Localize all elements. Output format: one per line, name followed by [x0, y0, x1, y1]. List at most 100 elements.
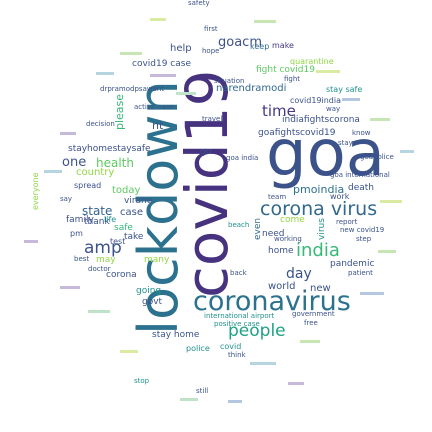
filler-mark	[176, 92, 196, 95]
word-home: home	[268, 246, 294, 256]
filler-mark	[316, 70, 340, 73]
filler-mark	[180, 398, 198, 401]
word-case: case	[120, 207, 143, 218]
word-pm: pm	[70, 229, 83, 238]
word-beach: beach	[228, 221, 250, 229]
word-govt: govt	[142, 297, 163, 307]
word-stay: stay	[338, 139, 353, 147]
word-travel: travel	[202, 115, 223, 123]
word-please: please	[113, 93, 126, 130]
word-say: say	[60, 195, 73, 203]
word-pmoindia: pmoindia	[293, 183, 345, 196]
word-goa-international: goa international	[330, 171, 390, 179]
word-help: help	[170, 43, 192, 54]
word-go: go	[200, 147, 212, 157]
filler-mark	[120, 52, 142, 55]
filler-mark	[342, 98, 360, 101]
word-working: working	[274, 235, 302, 243]
word-step: step	[356, 235, 372, 243]
word-fight: fight	[284, 75, 301, 83]
filler-mark	[378, 250, 396, 253]
filler-mark	[380, 200, 402, 203]
word-free: free	[304, 319, 318, 327]
filler-mark	[250, 362, 276, 365]
filler-mark	[24, 240, 38, 243]
word-may: may	[96, 255, 116, 265]
word-going: going	[136, 286, 162, 296]
word-nt: nt	[152, 119, 164, 132]
word-still: still	[196, 387, 209, 395]
word-drpramodpsawant: drpramodpsawant	[100, 85, 165, 93]
word-doctor: doctor	[88, 265, 111, 273]
word-safe: safe	[114, 223, 133, 233]
word-everyone: everyone	[31, 172, 40, 211]
word-patient: patient	[348, 269, 373, 277]
filler-mark	[228, 400, 242, 403]
word-indiafightscorona: indiafightscorona	[282, 115, 360, 125]
filler-mark	[400, 150, 414, 153]
word-day: day	[286, 266, 312, 282]
word-even: even	[253, 217, 263, 240]
word-safety: safety	[188, 0, 210, 7]
word-corona: corona	[106, 270, 137, 280]
word-fight-covid19: fight covid19	[256, 65, 315, 75]
word-keep: keep	[250, 42, 270, 51]
filler-mark	[254, 20, 276, 23]
word-first: first	[204, 25, 218, 33]
word-government: government	[292, 310, 335, 318]
filler-mark	[150, 18, 166, 21]
word-stayhomestaysafe: stayhomestaysafe	[68, 144, 151, 154]
filler-mark	[96, 72, 114, 75]
word-life: life	[104, 215, 117, 224]
word-test: test	[110, 237, 126, 246]
word-decision: decision	[86, 120, 115, 128]
word-hope: hope	[202, 47, 220, 55]
word-narendramodi: narendramodi	[216, 83, 287, 94]
filler-mark	[370, 118, 390, 121]
word-know: know	[352, 129, 371, 137]
word-quarantine: quarantine	[290, 57, 334, 66]
word-situation: situation	[214, 77, 245, 85]
word-best: best	[74, 255, 90, 263]
word-amp: amp	[84, 238, 122, 258]
filler-mark	[360, 292, 384, 295]
word-corona-virus: corona virus	[260, 198, 378, 220]
filler-mark	[288, 382, 304, 385]
word-many: many	[144, 255, 170, 265]
word-state: state	[82, 204, 113, 218]
word-country: country	[76, 167, 115, 178]
word-covid: covid	[220, 342, 242, 351]
word-goapolice: goapolice	[360, 153, 394, 161]
word-stop: stop	[134, 377, 150, 385]
word-virus: virus	[317, 218, 327, 240]
word-time: time	[262, 102, 296, 120]
word-stay-home: stay home	[152, 330, 200, 340]
word-stay-safe: stay safe	[326, 85, 363, 94]
word-need: need	[262, 229, 285, 239]
word-make: make	[272, 41, 294, 50]
filler-mark	[120, 350, 138, 353]
word-work: work	[330, 192, 350, 201]
word-virane: virane	[124, 196, 153, 206]
word-active-case: active case	[134, 103, 174, 111]
word-new: new	[310, 283, 331, 294]
word-back: back	[230, 269, 247, 277]
filler-mark	[60, 286, 80, 289]
word-family: family	[66, 215, 94, 225]
word-way: way	[326, 105, 341, 113]
word-international-airport: international airport	[204, 312, 275, 320]
word-goafightscovid19: goafightscovid19	[258, 128, 336, 138]
word-health: health	[96, 156, 134, 170]
word-come: come	[280, 215, 305, 225]
word-today: today	[112, 185, 141, 196]
word-goacm: goacm	[218, 35, 262, 50]
filler-mark	[44, 170, 62, 173]
word-india: india	[296, 240, 340, 261]
word-police: police	[186, 344, 210, 353]
word-team: team	[268, 193, 287, 201]
word-take: take	[124, 232, 144, 242]
word-world: world	[268, 281, 296, 292]
filler-mark	[300, 340, 320, 343]
word-positive-case: positive case	[214, 320, 260, 328]
